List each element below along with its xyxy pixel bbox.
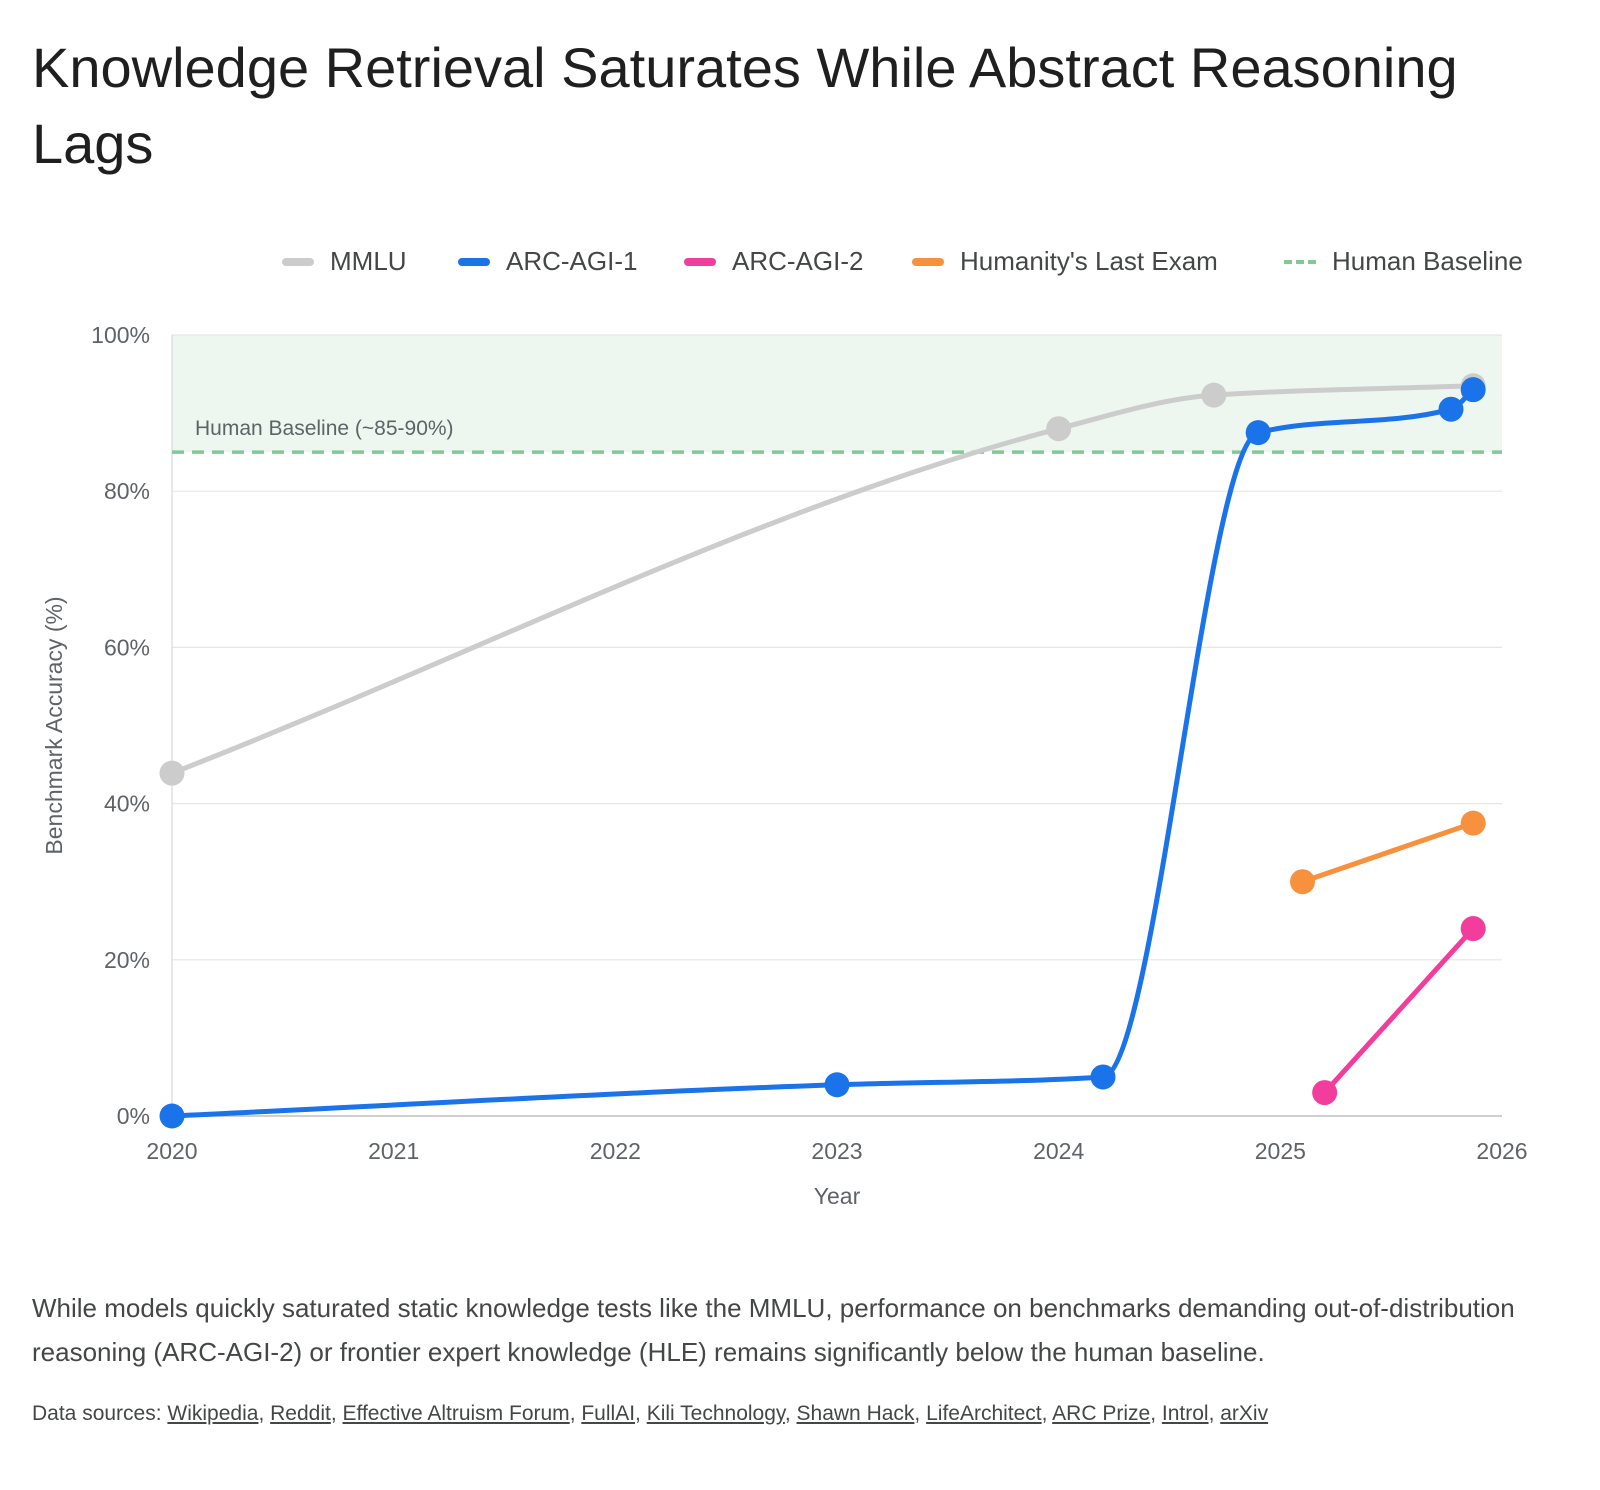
source-link-lifearchitect[interactable]: LifeArchitect xyxy=(926,1402,1042,1425)
data-sources: Data sources: Wikipedia, Reddit, Effecti… xyxy=(32,1398,1572,1430)
x-tick-label: 2021 xyxy=(368,1138,419,1164)
legend-item-humanitys-last-exam[interactable]: Humanity's Last Exam xyxy=(912,246,1218,277)
data-point-mmlu xyxy=(1046,416,1072,442)
source-link-shawn-hack[interactable]: Shawn Hack xyxy=(796,1402,915,1425)
source-separator: , xyxy=(330,1402,343,1425)
y-tick-label: 0% xyxy=(117,1103,150,1129)
source-separator: , xyxy=(1041,1402,1053,1425)
data-point-mmlu xyxy=(159,760,185,786)
x-tick-label: 2025 xyxy=(1255,1138,1306,1164)
legend-swatch-humanitys-last-exam xyxy=(912,257,944,266)
source-link-introl[interactable]: Introl xyxy=(1161,1402,1209,1425)
series-line-arc-agi-1 xyxy=(169,387,1476,1119)
source-link-arxiv[interactable]: arXiv xyxy=(1220,1402,1269,1425)
x-tick-label: 2026 xyxy=(1476,1138,1527,1164)
chart-legend: MMLU ARC-AGI-1 ARC-AGI-2 Humanity's Last… xyxy=(0,240,1600,284)
legend-label-mmlu: MMLU xyxy=(330,246,407,276)
legend-swatch-mmlu xyxy=(282,257,314,266)
source-separator: , xyxy=(784,1402,797,1425)
series-line-humanity-s-last-exam xyxy=(1300,820,1476,885)
data-point-arc-agi-1 xyxy=(1438,396,1464,422)
source-separator: , xyxy=(569,1402,582,1425)
data-point-arc-agi-2 xyxy=(1460,916,1486,942)
legend-label-arc-agi-2: ARC-AGI-2 xyxy=(732,246,864,276)
data-point-arc-agi-1 xyxy=(1460,377,1486,403)
chart-description: While models quickly saturated static kn… xyxy=(32,1293,1515,1367)
y-tick-label: 40% xyxy=(104,791,150,817)
source-separator: , xyxy=(635,1402,647,1425)
x-axis-title: Year xyxy=(814,1183,861,1209)
legend-label-human-baseline: Human Baseline xyxy=(1332,246,1523,276)
source-link-kili-technology[interactable]: Kili Technology xyxy=(646,1402,785,1425)
legend-label-arc-agi-1: ARC-AGI-1 xyxy=(506,246,638,276)
data-point-humanity-s-last-exam xyxy=(1460,810,1486,836)
y-tick-label: 100% xyxy=(91,322,150,348)
y-tick-label: 20% xyxy=(104,947,150,973)
source-separator: , xyxy=(258,1402,271,1425)
chart-title: Knowledge Retrieval Saturates While Abst… xyxy=(32,36,1458,175)
sources-label: Data sources: xyxy=(32,1402,162,1425)
data-point-arc-agi-1 xyxy=(1245,420,1271,446)
human-baseline-label: Human Baseline (~85-90%) xyxy=(195,417,454,440)
x-tick-label: 2024 xyxy=(1033,1138,1084,1164)
data-point-arc-agi-1 xyxy=(159,1103,185,1129)
legend-item-arc-agi-2[interactable]: ARC-AGI-2 xyxy=(684,246,863,277)
y-axis-title: Benchmark Accuracy (%) xyxy=(41,596,67,854)
legend-item-mmlu[interactable]: MMLU xyxy=(282,246,407,277)
legend-item-human-baseline[interactable]: Human Baseline xyxy=(1284,246,1523,277)
x-tick-label: 2022 xyxy=(590,1138,641,1164)
data-point-humanity-s-last-exam xyxy=(1290,869,1315,895)
series-line-arc-agi-2 xyxy=(1322,926,1476,1096)
y-tick-label: 60% xyxy=(104,634,150,660)
legend-swatch-arc-agi-1 xyxy=(458,257,490,266)
data-point-arc-agi-2 xyxy=(1312,1080,1338,1106)
source-link-fullai[interactable]: FullAI xyxy=(581,1402,636,1425)
x-tick-label: 2020 xyxy=(146,1138,197,1164)
source-link-arc-prize[interactable]: ARC Prize xyxy=(1052,1402,1151,1425)
data-point-arc-agi-1 xyxy=(824,1072,850,1098)
source-separator: , xyxy=(914,1402,927,1425)
source-links: Wikipedia, Reddit, Effective Altruism Fo… xyxy=(167,1402,1268,1425)
source-separator: , xyxy=(1208,1402,1221,1425)
legend-label-humanitys-last-exam: Humanity's Last Exam xyxy=(960,246,1218,276)
source-separator: , xyxy=(1150,1402,1162,1425)
line-chart: 0% 20% 40% 60% 80% 100% 2020 2021 2022 2023 2024 20… xyxy=(41,322,1528,1209)
y-tick-label: 80% xyxy=(104,478,150,504)
source-link-wikipedia[interactable]: Wikipedia xyxy=(167,1402,259,1425)
legend-swatch-human-baseline xyxy=(1284,259,1316,264)
legend-item-arc-agi-1[interactable]: ARC-AGI-1 xyxy=(458,246,637,277)
source-link-effective-altruism-forum[interactable]: Effective Altruism Forum xyxy=(342,1402,570,1425)
data-point-mmlu xyxy=(1201,382,1227,408)
legend-swatch-arc-agi-2 xyxy=(684,257,716,266)
source-link-reddit[interactable]: Reddit xyxy=(270,1402,331,1425)
x-tick-label: 2023 xyxy=(811,1138,862,1164)
data-point-arc-agi-1 xyxy=(1090,1064,1116,1090)
